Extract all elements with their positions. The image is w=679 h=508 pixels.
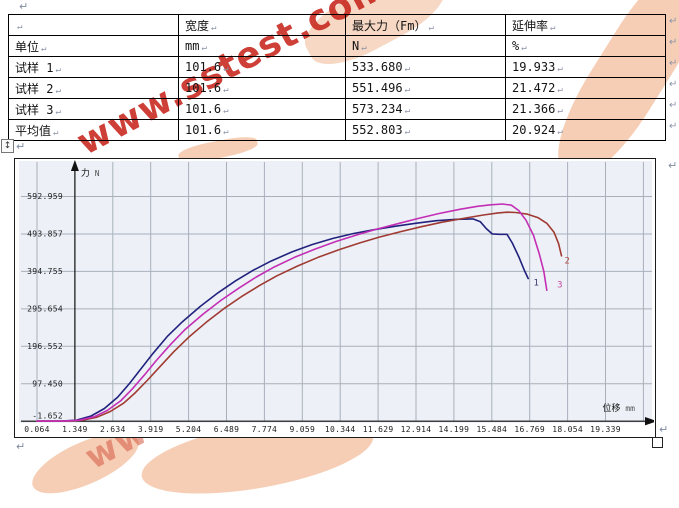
end-of-row-mark: ↵ [669, 16, 678, 27]
end-of-row-mark: ↵ [669, 79, 678, 90]
end-of-cell-mark: ↵ [557, 127, 563, 137]
x-tick-label: 12.914 [401, 425, 432, 434]
y-tick-label: 592.959 [27, 192, 63, 201]
table-cell[interactable]: 试样 2 ↵ [8, 77, 179, 99]
y-tick-label: 493.857 [27, 229, 63, 238]
table-cell[interactable]: 552.803 ↵ [345, 119, 506, 141]
y-tick-label: 196.552 [27, 342, 63, 351]
table-cell[interactable]: 试样 3 ↵ [8, 98, 179, 120]
paragraph-mark: ↵ [19, 0, 29, 13]
end-of-cell-mark: ↵ [550, 22, 556, 33]
table-cell[interactable]: mm ↵ [178, 35, 346, 57]
x-axis-title: 位移 mm [603, 402, 636, 414]
end-of-row-mark: ↵ [669, 58, 678, 69]
table-cell[interactable]: ↵ [8, 14, 179, 36]
paragraph-mark: ↵ [16, 140, 26, 153]
curve-label-3: 3 [557, 281, 562, 291]
table-cell[interactable]: 延伸率 ↵ [505, 14, 666, 36]
y-tick-label: 97.450 [32, 379, 63, 388]
curve-label-1: 1 [534, 278, 539, 288]
end-of-cell-mark: ↵ [17, 22, 23, 32]
end-of-cell-mark: ↵ [53, 127, 59, 138]
x-tick-label: 10.344 [325, 425, 356, 434]
table-cell[interactable]: 21.366 ↵ [505, 98, 666, 120]
end-of-cell-mark: ↵ [223, 127, 229, 137]
end-of-row-mark: ↵ [669, 37, 678, 48]
table-cell[interactable]: N ↵ [345, 35, 506, 57]
table-cell[interactable]: % ↵ [505, 35, 666, 57]
x-tick-label: 11.629 [363, 425, 394, 434]
paragraph-mark: ↵ [659, 423, 669, 436]
x-tick-label: 7.774 [252, 425, 278, 434]
end-of-cell-mark: ↵ [223, 106, 229, 116]
x-tick-label: 3.919 [138, 425, 164, 434]
x-tick-label: 0.064 [24, 425, 50, 434]
table-cell[interactable]: 19.933 ↵ [505, 56, 666, 78]
table-cell[interactable]: 101.6 ↵ [178, 77, 346, 99]
end-of-cell-mark: ↵ [404, 127, 410, 137]
table-cell[interactable]: 单位 ↵ [8, 35, 179, 57]
curve-label-2: 2 [565, 257, 570, 267]
table-cell[interactable]: 最大力（Fm） ↵ [345, 14, 506, 36]
object-move-handle[interactable]: ↕ [1, 139, 14, 153]
y-tick-label: 394.755 [27, 267, 63, 276]
table-cell[interactable]: 551.496 ↵ [345, 77, 506, 99]
table-cell[interactable]: 533.680 ↵ [345, 56, 506, 78]
end-of-cell-mark: ↵ [428, 22, 434, 33]
end-of-cell-mark: ↵ [404, 85, 410, 95]
end-of-cell-mark: ↵ [521, 43, 527, 53]
end-of-cell-mark: ↵ [557, 64, 563, 74]
y-axis-arrow-icon [70, 160, 79, 171]
end-of-row-mark: ↵ [669, 100, 678, 111]
end-of-cell-mark: ↵ [361, 43, 367, 53]
end-of-cell-mark: ↵ [404, 64, 410, 74]
x-tick-label: 5.204 [176, 425, 202, 434]
table-cell[interactable]: 平均值 ↵ [8, 119, 179, 141]
end-of-cell-mark: ↵ [55, 85, 61, 96]
y-tick-label: 295.654 [27, 304, 63, 313]
x-tick-label: 15.484 [476, 425, 507, 434]
paragraph-mark: ↵ [668, 159, 678, 172]
results-table: ↵ 宽度 ↵ 最大力（Fm） ↵ 延伸率 ↵ 单位 ↵ mm ↵ N ↵% ↵ 试样 1 ↵ 101.6 ↵ 533… [8, 14, 666, 141]
y-axis-title: 力 N [81, 167, 100, 179]
table-cell[interactable]: 20.924 ↵ [505, 119, 666, 141]
x-tick-label: 18.054 [552, 425, 583, 434]
x-tick-label: 14.199 [439, 425, 470, 434]
end-of-cell-mark: ↵ [557, 85, 563, 95]
table-cell[interactable]: 101.6 ↵ [178, 119, 346, 141]
end-of-cell-mark: ↵ [55, 64, 61, 75]
end-of-cell-mark: ↵ [41, 43, 47, 54]
end-of-cell-mark: ↵ [557, 106, 563, 116]
paragraph-mark: ↵ [16, 440, 26, 453]
table-cell[interactable]: 101.6 ↵ [178, 56, 346, 78]
force-displacement-chart[interactable]: 592.959 493.857 394.755 295.654 196.552 97.45… [14, 158, 656, 438]
x-tick-label: 19.339 [590, 425, 621, 434]
end-of-cell-mark: ↵ [55, 106, 61, 117]
end-of-cell-mark: ↵ [223, 64, 229, 74]
table-cell[interactable]: 宽度 ↵ [178, 14, 346, 36]
table-cell[interactable]: 试样 1 ↵ [8, 56, 179, 78]
end-of-cell-mark: ↵ [211, 22, 217, 33]
x-tick-label: 16.769 [514, 425, 545, 434]
chart-canvas: 592.959 493.857 394.755 295.654 196.552 97.45… [19, 160, 654, 434]
plot-area [19, 161, 652, 423]
x-axis-arrow-icon [645, 417, 654, 426]
x-tick-label: 1.349 [62, 425, 88, 434]
chart-resize-handle[interactable] [652, 437, 663, 448]
end-of-row-mark: ↵ [669, 121, 678, 132]
curve-3 [36, 203, 548, 422]
table-cell[interactable]: 101.6 ↵ [178, 98, 346, 120]
curve-1 [36, 218, 530, 422]
table-cell[interactable]: 21.472 ↵ [505, 77, 666, 99]
x-tick-label: 6.489 [214, 425, 240, 434]
x-tick-label: 2.634 [100, 425, 126, 434]
y-tick-label: -1.652 [32, 412, 63, 421]
end-of-cell-mark: ↵ [201, 43, 207, 53]
table-cell[interactable]: 573.234 ↵ [345, 98, 506, 120]
end-of-cell-mark: ↵ [223, 85, 229, 95]
results-table-grid: ↵ 宽度 ↵ 最大力（Fm） ↵ 延伸率 ↵ 单位 ↵ mm ↵ N ↵% ↵ 试样 1 ↵ 101.6 ↵ 533… [8, 14, 666, 141]
x-tick-label: 9.059 [290, 425, 316, 434]
end-of-cell-mark: ↵ [404, 106, 410, 116]
